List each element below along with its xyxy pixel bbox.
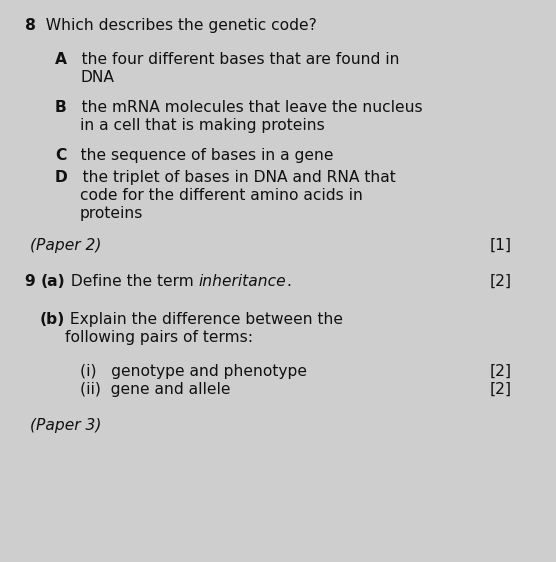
- Text: inheritance: inheritance: [198, 274, 286, 289]
- Text: Which describes the genetic code?: Which describes the genetic code?: [36, 18, 317, 33]
- Text: (ii)  gene and allele: (ii) gene and allele: [80, 382, 231, 397]
- Text: the mRNA molecules that leave the nucleus: the mRNA molecules that leave the nucleu…: [67, 100, 423, 115]
- Text: the triplet of bases in DNA and RNA that: the triplet of bases in DNA and RNA that: [68, 170, 395, 185]
- Text: proteins: proteins: [80, 206, 143, 221]
- Text: [2]: [2]: [490, 364, 512, 379]
- Text: (Paper 2): (Paper 2): [30, 238, 101, 253]
- Text: (a): (a): [41, 274, 66, 289]
- Text: the four different bases that are found in: the four different bases that are found …: [67, 52, 400, 67]
- Text: code for the different amino acids in: code for the different amino acids in: [80, 188, 363, 203]
- Text: .: .: [286, 274, 291, 289]
- Text: [1]: [1]: [490, 238, 512, 253]
- Text: 8: 8: [25, 18, 36, 33]
- Text: A: A: [55, 52, 67, 67]
- Text: D: D: [55, 170, 68, 185]
- Text: (i)   genotype and phenotype: (i) genotype and phenotype: [80, 364, 307, 379]
- Text: (b): (b): [40, 312, 66, 327]
- Text: 9: 9: [25, 274, 41, 289]
- Text: following pairs of terms:: following pairs of terms:: [65, 330, 253, 345]
- Text: (Paper 3): (Paper 3): [30, 418, 101, 433]
- Text: in a cell that is making proteins: in a cell that is making proteins: [80, 118, 325, 133]
- Text: B: B: [55, 100, 67, 115]
- Text: Explain the difference between the: Explain the difference between the: [66, 312, 344, 327]
- Text: Define the term: Define the term: [66, 274, 198, 289]
- Text: [2]: [2]: [490, 274, 512, 289]
- Text: C: C: [55, 148, 66, 163]
- Text: [2]: [2]: [490, 382, 512, 397]
- Text: the sequence of bases in a gene: the sequence of bases in a gene: [66, 148, 334, 163]
- Text: DNA: DNA: [80, 70, 114, 85]
